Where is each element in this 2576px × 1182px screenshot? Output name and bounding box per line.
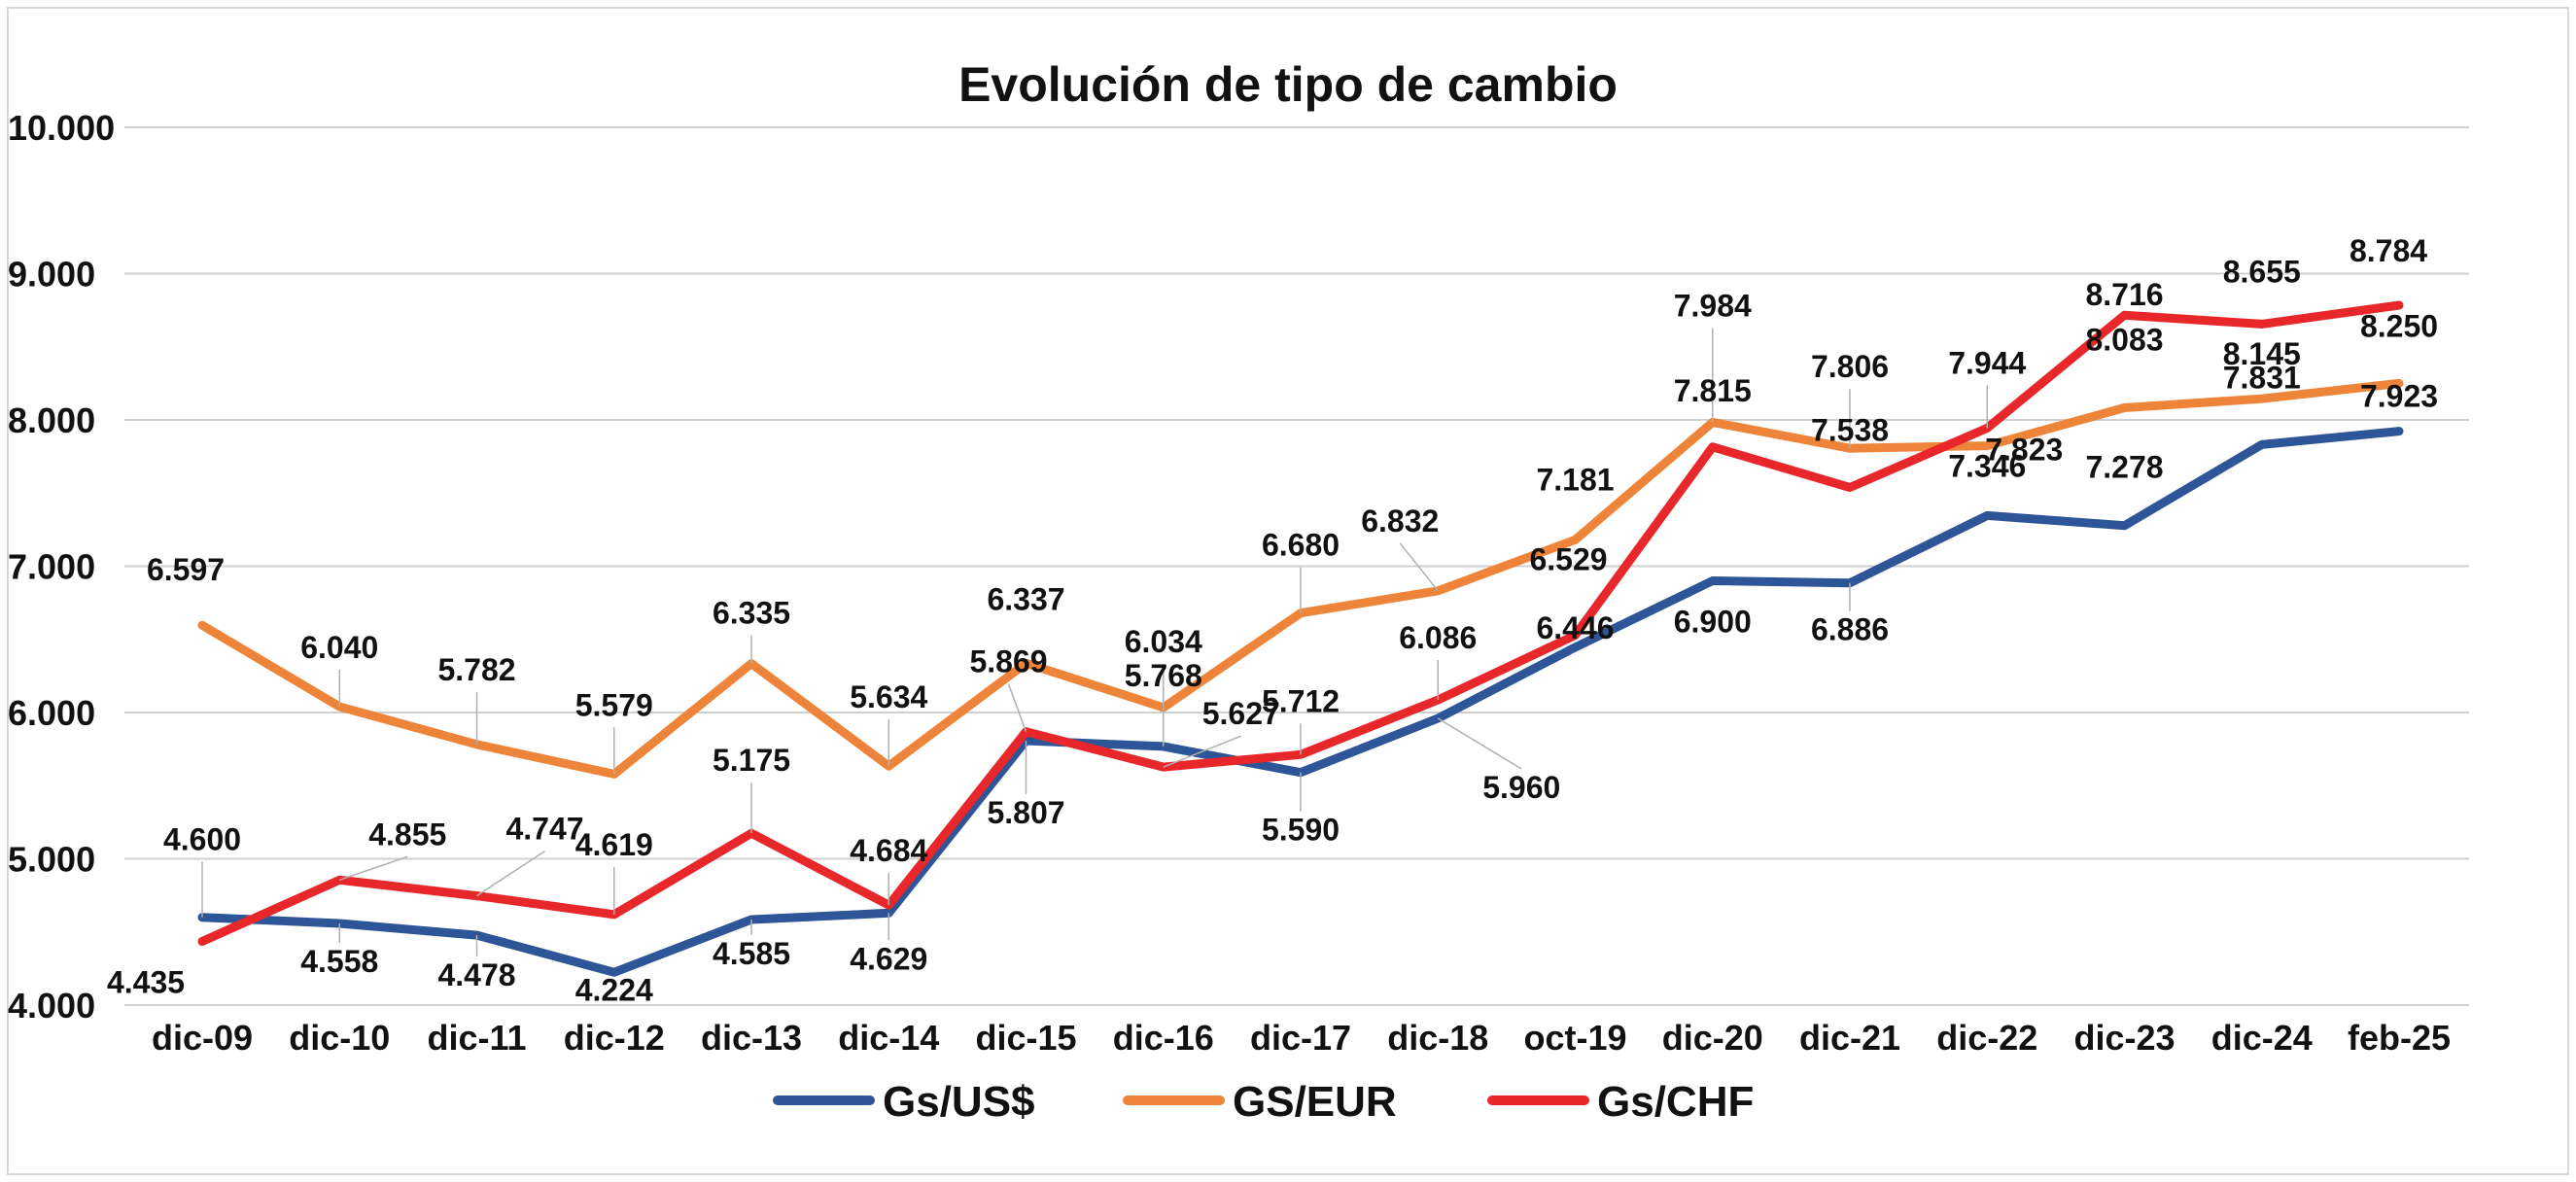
- data-label: 6.335: [713, 596, 790, 631]
- x-tick-label: oct-19: [1523, 1018, 1626, 1058]
- x-tick-label: dic-20: [1662, 1018, 1763, 1058]
- data-label: 7.181: [1536, 462, 1614, 497]
- data-label: 7.346: [1948, 448, 2026, 483]
- label-leader: [339, 855, 408, 882]
- data-label: 7.278: [2085, 450, 2163, 485]
- data-label: 5.807: [987, 795, 1064, 830]
- data-label: 4.585: [713, 936, 790, 971]
- legend-label: Gs/CHF: [1597, 1078, 1754, 1126]
- data-label: 8.716: [2085, 277, 2163, 312]
- series-line-gs-eur: [197, 378, 2404, 779]
- data-label: 7.806: [1811, 349, 1889, 384]
- data-label: 5.782: [437, 652, 515, 687]
- data-label: 5.590: [1262, 813, 1340, 848]
- data-label: 7.538: [1811, 413, 1889, 448]
- data-label: 7.831: [2223, 360, 2301, 395]
- data-label: 6.040: [300, 630, 378, 665]
- grid-lines: [124, 126, 2469, 1006]
- data-label: 7.984: [1674, 288, 1752, 323]
- data-label: 7.944: [1948, 345, 2026, 380]
- data-label: 5.712: [1262, 683, 1340, 718]
- label-leader: [476, 850, 545, 897]
- data-label: 5.627: [1202, 696, 1280, 731]
- y-tick-label: 8.000: [8, 400, 95, 440]
- data-label: 8.655: [2223, 254, 2301, 289]
- x-tick-label: dic-18: [1387, 1018, 1488, 1058]
- data-label: 5.634: [850, 679, 927, 714]
- data-labels: 4.600 4.558 4.478 4.224 4.585 4.629 5.807 5.768…: [107, 233, 2438, 1007]
- data-label: 6.529: [1529, 541, 1607, 576]
- data-label: 6.337: [987, 581, 1064, 616]
- data-label: 4.600: [163, 822, 241, 857]
- data-label: 7.923: [2360, 379, 2438, 414]
- data-label: 8.250: [2360, 308, 2438, 343]
- data-label: 4.435: [107, 965, 185, 1000]
- data-label: 4.684: [850, 833, 927, 868]
- data-label: 6.886: [1811, 612, 1889, 647]
- x-tick-label: dic-15: [975, 1018, 1076, 1058]
- data-label: 4.619: [575, 827, 653, 862]
- series-line-gs-us: [197, 427, 2404, 977]
- data-label: 8.083: [2085, 323, 2163, 358]
- x-tick-label: dic-17: [1250, 1018, 1351, 1058]
- data-label: 7.815: [1674, 373, 1752, 408]
- data-label: 6.597: [147, 552, 225, 587]
- x-tick-label: dic-14: [838, 1018, 939, 1058]
- y-tick-label: 5.000: [8, 840, 95, 880]
- x-tick-label: dic-23: [2073, 1018, 2175, 1058]
- y-tick-label: 4.000: [8, 986, 95, 1026]
- x-tick-label: dic-11: [427, 1018, 526, 1058]
- data-label: 5.579: [575, 687, 653, 722]
- data-label: 8.784: [2350, 233, 2427, 268]
- x-tick-label: dic-24: [2211, 1018, 2313, 1058]
- y-tick-label: 9.000: [8, 255, 95, 295]
- x-tick-label: dic-13: [701, 1018, 802, 1058]
- data-label: 8.145: [2223, 336, 2301, 371]
- data-label: 6.446: [1536, 610, 1614, 645]
- data-label: 4.747: [505, 812, 583, 847]
- x-tick-label: dic-09: [152, 1018, 253, 1058]
- legend-label: GS/EUR: [1233, 1078, 1397, 1126]
- label-leader: [1007, 683, 1027, 732]
- label-leader: [1399, 542, 1439, 592]
- legend: Gs/US$ GS/EUR Gs/CHF: [773, 1078, 1754, 1126]
- x-tick-label: dic-10: [289, 1018, 390, 1058]
- y-tick-label: 6.000: [8, 693, 95, 733]
- data-label: 6.900: [1674, 605, 1752, 640]
- x-tick-label: feb-25: [2348, 1018, 2451, 1058]
- data-label: 4.478: [437, 957, 515, 992]
- data-label: 6.034: [1125, 624, 1202, 659]
- data-label: 5.869: [969, 644, 1047, 679]
- data-label: 4.855: [368, 817, 446, 852]
- data-label: 7.823: [1985, 433, 2063, 468]
- data-label: 6.086: [1399, 620, 1477, 655]
- x-tick-label: dic-22: [1936, 1018, 2037, 1058]
- x-tick-label: dic-12: [564, 1018, 665, 1058]
- y-tick-label: 7.000: [8, 547, 95, 587]
- label-leader: [1163, 735, 1242, 768]
- data-label: 6.832: [1361, 504, 1439, 539]
- x-tick-label: dic-21: [1799, 1018, 1900, 1058]
- x-tick-label: dic-16: [1113, 1018, 1214, 1058]
- data-label: 4.224: [575, 972, 653, 1007]
- data-label: 5.960: [1482, 770, 1560, 805]
- label-leaders: [201, 328, 1988, 957]
- y-tick-label: 10.000: [8, 108, 115, 148]
- legend-label: Gs/US$: [883, 1078, 1035, 1126]
- label-leader: [1437, 717, 1522, 770]
- chart-title: Evolución de tipo de cambio: [958, 57, 1618, 112]
- y-axis: 4.000 5.000 6.000 7.000 8.000 9.000 10.000: [8, 108, 115, 1026]
- data-label: 5.768: [1125, 658, 1202, 693]
- x-axis: dic-09 dic-10 dic-11 dic-12 dic-13 dic-14 dic-…: [152, 1018, 2451, 1058]
- chart-border: [7, 7, 2569, 1175]
- data-label: 4.629: [850, 941, 927, 976]
- data-label: 4.558: [300, 944, 378, 979]
- data-label: 6.680: [1262, 528, 1340, 563]
- data-label: 5.175: [713, 743, 790, 778]
